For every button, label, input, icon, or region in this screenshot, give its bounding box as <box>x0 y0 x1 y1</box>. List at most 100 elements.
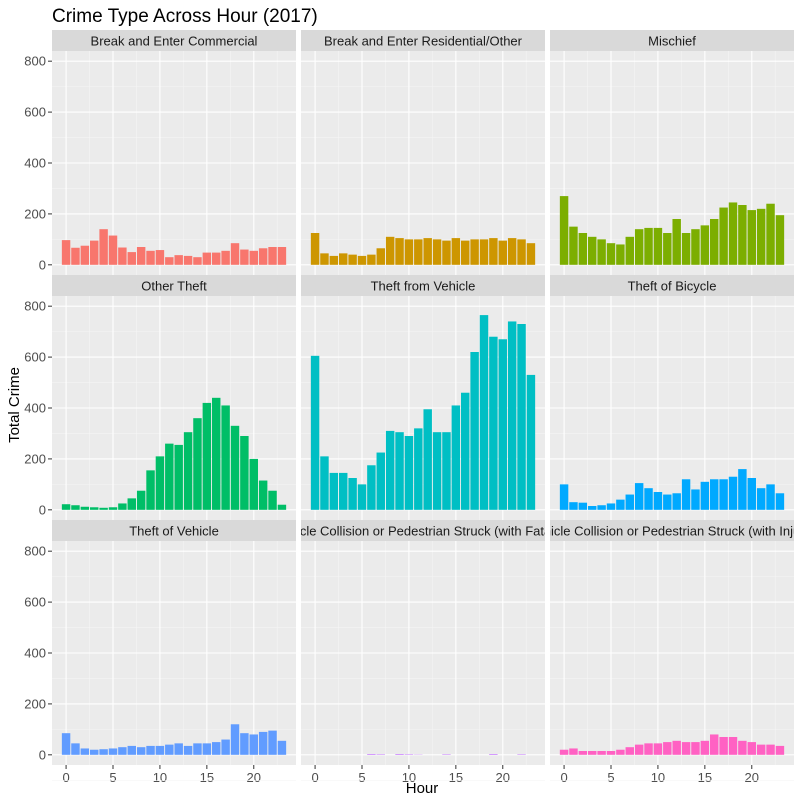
bar <box>348 478 357 510</box>
bar <box>258 480 268 510</box>
bar <box>710 219 719 265</box>
bar <box>775 493 785 510</box>
bar <box>766 203 775 265</box>
bar <box>479 239 489 265</box>
facet-strip-label: Theft from Vehicle <box>371 279 476 294</box>
bar <box>146 745 155 755</box>
bar <box>719 737 728 755</box>
bar <box>569 748 578 755</box>
bar <box>183 432 193 510</box>
bar <box>80 748 90 755</box>
facet-panel: Mischief <box>550 30 794 291</box>
bar <box>719 479 728 510</box>
x-tick-label: 0 <box>62 770 69 785</box>
bar <box>738 469 747 510</box>
bar <box>174 444 183 510</box>
bar <box>202 402 212 510</box>
bar <box>507 321 517 510</box>
bar <box>489 336 498 510</box>
bar <box>146 470 155 510</box>
facet-strip-label: Other Theft <box>141 279 207 294</box>
bar <box>339 253 348 265</box>
bar <box>597 751 606 755</box>
facet-strip <box>52 520 296 541</box>
bar <box>461 240 470 265</box>
bar <box>766 744 775 755</box>
bar <box>634 744 644 755</box>
bar <box>681 233 691 265</box>
facet-strip <box>301 520 545 541</box>
bar <box>404 754 414 755</box>
bar <box>653 492 663 510</box>
bar <box>165 443 174 510</box>
bar <box>498 240 507 265</box>
bar <box>221 739 230 755</box>
bar <box>127 498 136 510</box>
bar <box>99 749 108 755</box>
bar <box>644 227 653 265</box>
bar <box>99 507 108 510</box>
bar <box>414 428 423 510</box>
facet-panel: Other Theft <box>52 275 296 536</box>
bar <box>99 229 108 265</box>
bar <box>329 472 339 510</box>
bar <box>367 754 376 755</box>
bar <box>367 465 376 510</box>
x-tick-label: 15 <box>698 770 712 785</box>
bar <box>432 239 442 265</box>
bar <box>71 247 80 265</box>
bar <box>404 239 414 265</box>
bar <box>747 478 756 510</box>
bar <box>71 505 80 510</box>
facet-strip-label: Vehicle Collision or Pedestrian Struck (… <box>529 524 799 539</box>
bar <box>756 488 766 510</box>
bar <box>357 484 367 510</box>
bar <box>526 243 536 265</box>
bar <box>108 507 118 510</box>
bar <box>193 257 202 265</box>
bar <box>775 215 785 265</box>
bar <box>653 227 663 265</box>
bar <box>559 196 569 265</box>
bar <box>691 229 700 265</box>
x-tick-label: 10 <box>153 770 167 785</box>
bar <box>277 247 287 265</box>
facet-panel: Theft of Bicycle <box>550 275 794 536</box>
y-tick-label: 200 <box>24 206 46 221</box>
bar <box>559 749 569 755</box>
bar <box>559 484 569 510</box>
bar <box>517 324 526 510</box>
bar <box>625 236 634 265</box>
bar <box>320 253 329 265</box>
bar <box>80 506 90 510</box>
y-tick-label: 400 <box>24 401 46 416</box>
y-tick-label: 600 <box>24 105 46 120</box>
bar <box>376 754 385 755</box>
bar <box>174 743 183 755</box>
bar <box>470 352 479 510</box>
y-tick-label: 600 <box>24 595 46 610</box>
facet-strip <box>550 520 794 541</box>
chart-title: Crime Type Across Hour (2017) <box>52 6 318 27</box>
bar <box>385 236 395 265</box>
y-tick-label: 800 <box>24 544 46 559</box>
bar <box>625 494 634 510</box>
bar <box>569 226 578 265</box>
bar <box>221 405 230 510</box>
facet-strip <box>52 30 296 51</box>
facet-panel: Vehicle Collision or Pedestrian Struck (… <box>301 520 545 781</box>
bar <box>663 742 672 755</box>
bar <box>597 505 606 510</box>
bar <box>766 484 775 510</box>
bar <box>118 747 127 755</box>
bar <box>691 489 700 510</box>
bar <box>277 504 287 510</box>
bar <box>681 479 691 510</box>
bar <box>470 239 479 265</box>
bar <box>700 740 710 755</box>
bar <box>249 458 258 510</box>
bar <box>432 432 442 510</box>
facet-strip-label: Break and Enter Residential/Other <box>324 34 523 49</box>
bar <box>738 205 747 265</box>
